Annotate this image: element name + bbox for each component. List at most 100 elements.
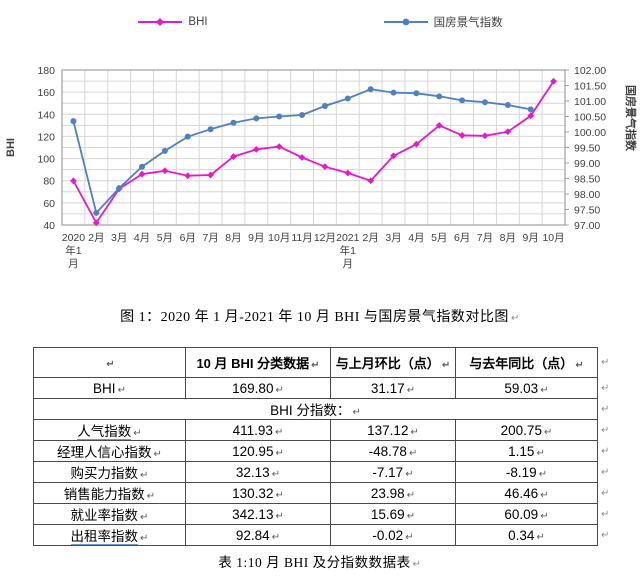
table-header-row: ↵ 10 月 BHI 分类数据 ↵ 与上月环比（点） ↵ 与去年同比（点） ↵ [33,347,598,378]
cell-mark-icon: ↵ [536,531,545,543]
value-cell: 31.17 ↵ [330,377,456,399]
right-axis-tick: 98.50 [574,174,600,186]
data-point-diamond [367,177,375,185]
x-axis-tick: 4月 [134,232,150,244]
cell-mark-icon: ↵ [410,426,419,438]
x-axis-tick: 2月 [362,232,378,244]
x-axis-tick: 7月 [477,232,493,244]
data-point-circle [527,106,534,113]
legend-label-bhi: BHI [188,16,208,28]
value-cell: -48.78 ↵ [330,440,456,462]
data-point-diamond [138,170,146,178]
cell-mark-icon: ↵ [271,531,281,543]
row-mark-icon: ↵ [601,357,610,368]
data-point-circle [184,133,191,140]
data-point-diamond [184,172,192,180]
data-point-diamond [504,128,512,136]
data-point-circle [161,147,168,154]
figure-caption-text: 图 1：2020 年 1 月-2021 年 10 月 BHI 与国房景气指数对比… [120,310,509,325]
data-point-diamond [412,140,420,148]
x-axis-tick: 9月 [248,232,264,244]
row-mark-icon: ↵ [601,404,610,415]
x-axis-tick: 10月 [542,232,564,244]
cell-mark-icon: ↵ [133,428,142,439]
data-point-diamond [207,171,215,179]
value-cell: 411.93 ↵ [185,419,331,441]
figure-caption: 图 1：2020 年 1 月-2021 年 10 月 BHI 与国房景气指数对比… [0,306,640,326]
data-point-circle [253,115,260,122]
value-cell: 1.15 ↵ [455,440,598,462]
legend-label-index: 国房景气指数 [433,17,503,29]
row-label: BHI ↵ [33,377,186,399]
merged-section-label: BHI 分指数： ↵ [33,398,598,420]
data-point-circle [459,97,466,104]
table-caption: 表 1:10 月 BHI 及分指数数据表 ↵ [0,551,640,571]
cell-mark-icon: ↵ [140,533,149,544]
row-mark-icon: ↵ [601,383,610,394]
cell-mark-icon: ↵ [540,510,549,522]
x-axis-tick: 6月 [454,232,470,244]
value-cell: 137.12 ↵ [330,419,456,441]
cell-mark-icon: ↵ [408,447,418,459]
row-label: 人气指数 ↵ [33,419,186,441]
data-point-circle [299,111,306,118]
cell-mark-icon: ↵ [406,510,416,522]
cell-mark-icon: ↵ [406,384,416,396]
cell-mark-icon: ↵ [441,360,451,371]
value-cell: 60.09 ↵ [455,503,598,525]
column-header-mom: 与上月环比（点） ↵ [330,347,456,378]
value-cell: 32.13 ↵ [185,461,331,483]
cell-mark-icon: ↵ [311,360,320,371]
x-axis-tick: 8月 [500,232,516,244]
bhi-line-marker-icon [138,18,183,26]
data-point-diamond [481,132,489,140]
x-axis-tick: 7月 [202,232,218,244]
value-cell: 169.80 ↵ [185,377,331,399]
paragraph-mark-icon: ↵ [412,559,422,570]
x-axis-tick: 3月 [111,232,127,244]
x-axis-tick: 11月 [291,232,312,244]
cell-mark-icon: ↵ [538,468,548,480]
data-point-diamond [527,112,535,120]
left-axis-tick: 100 [37,154,55,166]
data-point-diamond [70,177,77,185]
row-label: 经理人信心指数 ↵ [33,440,186,462]
x-axis-tick: 6月 [180,232,196,244]
cell-mark-icon: ↵ [405,468,414,480]
series-line-BHI [72,80,555,225]
cell-mark-icon: ↵ [275,489,284,501]
cell-mark-icon: ↵ [543,426,553,438]
x-axis-tick: 2020 [62,232,86,244]
bhi-vs-index-line-chart: 180 160 140 120 100 80 60 40 102.00 101.50 101.00 1… [5,65,638,270]
row-mark-icon: ↵ [601,467,610,478]
right-axis-tick: 98.00 [574,189,600,201]
cell-mark-icon: ↵ [406,489,416,501]
left-axis-tick: 60 [43,198,55,210]
x-axis-tick: 10月 [268,232,290,244]
x-axis-tick: 8月 [225,232,241,244]
data-point-diamond [458,131,466,139]
bhi-data-table: ↵ 10 月 BHI 分类数据 ↵ 与上月环比（点） ↵ 与去年同比（点） ↵ BHI… [33,347,598,546]
left-axis-tick: 140 [37,109,55,121]
paragraph-mark-icon: ↵ [510,313,520,324]
cell-mark-icon: ↵ [146,491,156,502]
data-point-circle [139,163,146,170]
left-axis-title: BHI [5,138,17,157]
data-point-diamond [321,163,329,171]
cell-mark-icon: ↵ [153,449,162,460]
data-point-diamond [390,152,397,160]
cell-mark-icon: ↵ [140,512,149,523]
row-mark-icon: ↵ [601,446,610,457]
data-point-circle [116,185,123,192]
x-axis-tick: 12月 [314,232,336,244]
left-axis-tick: 160 [37,87,55,99]
row-label: 购买力指数 ↵ [33,461,186,483]
data-point-diamond [92,219,100,227]
index-line-marker-icon [383,18,428,26]
row-mark-icon: ↵ [601,425,610,436]
row-mark-icon: ↵ [601,530,610,541]
x-axis-tick: 年1 [65,244,81,257]
table-row-purchasing-power: 购买力指数 ↵ 32.13 ↵ -7.17 ↵ -8.19 ↵ [33,461,598,483]
column-header-yoy: 与去年同比（点） ↵ [455,347,598,378]
